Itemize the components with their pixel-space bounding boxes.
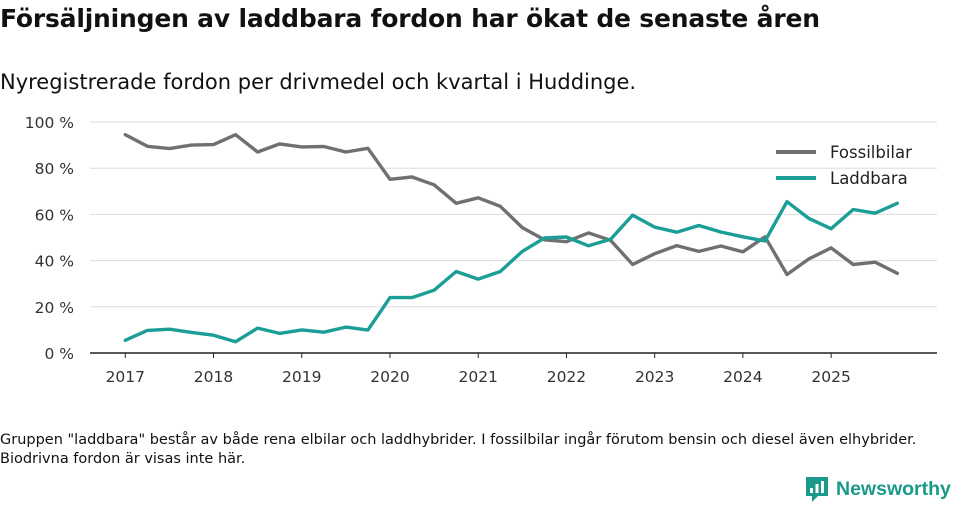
series-line-laddbara (123, 199, 899, 344)
y-tick-label: 80 % (35, 160, 74, 178)
footnote: Gruppen "laddbara" består av både rena e… (0, 432, 917, 467)
series-line-fossilbilar (123, 132, 899, 277)
x-tick-label: 2019 (282, 368, 321, 386)
x-tick-label: 2021 (458, 368, 497, 386)
y-tick-label: 40 % (35, 253, 74, 271)
x-tick-label: 2024 (723, 368, 762, 386)
x-tick-label: 2018 (194, 368, 233, 386)
y-tick-label: 20 % (35, 299, 74, 317)
newsworthy-logo[interactable]: Newsworthy (804, 474, 951, 504)
y-tick-label: 0 % (44, 345, 74, 363)
chart-subtitle: Nyregistrerade fordon per drivmedel och … (0, 70, 637, 94)
chart-title: Försäljningen av laddbara fordon har öka… (0, 4, 820, 33)
x-tick-label: 2020 (370, 368, 409, 386)
bar-chart-logo-icon (806, 477, 828, 502)
x-tick-label: 2017 (106, 368, 145, 386)
y-tick-label: 60 % (35, 206, 74, 224)
legend-label: Laddbara (830, 169, 908, 188)
x-tick-label: 2022 (547, 368, 586, 386)
x-tick-label: 2025 (811, 368, 850, 386)
x-tick-label: 2023 (635, 368, 674, 386)
line-chart: 0 % 20 % 40 % 60 % 80 % 100 % 2017 2018 2019 2020… (25, 114, 937, 386)
brand-name: Newsworthy (836, 477, 951, 500)
y-tick-label: 100 % (25, 114, 74, 132)
legend-label: Fossilbilar (830, 143, 912, 162)
